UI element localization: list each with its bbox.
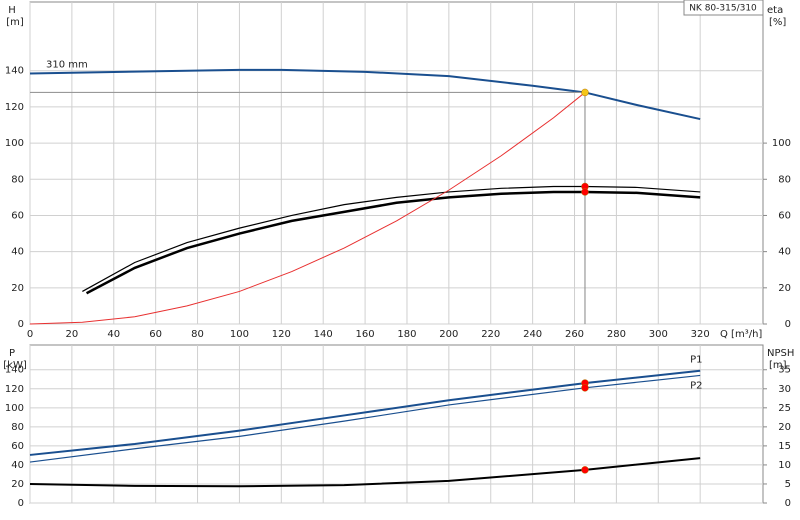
y2-tick-label: 100 xyxy=(772,138,791,149)
x-tick-label: 0 xyxy=(27,329,33,340)
y-axis-label: H xyxy=(8,5,16,16)
x-tick-label: 140 xyxy=(314,329,333,340)
x-tick-label: 20 xyxy=(66,329,79,340)
y2-tick-label: 25 xyxy=(778,403,791,414)
y-tick-label: 40 xyxy=(11,247,24,258)
y-tick-label: 100 xyxy=(5,403,24,414)
y2-tick-label: 80 xyxy=(778,174,791,185)
curve xyxy=(29,92,586,325)
y-tick-label: 120 xyxy=(5,384,24,395)
x-tick-label: 60 xyxy=(149,329,162,340)
y2-tick-label: 35 xyxy=(778,365,791,376)
y-tick-label: 20 xyxy=(11,479,24,490)
y-tick-label: 40 xyxy=(11,460,24,471)
x-tick-label: 300 xyxy=(649,329,668,340)
y-axis-unit: [kW] xyxy=(3,360,27,371)
x-tick-label: 260 xyxy=(565,329,584,340)
plot-area xyxy=(29,1,764,325)
y2-tick-label: 0 xyxy=(785,498,791,509)
curve-label: 310 mm xyxy=(46,59,88,70)
x-tick-label: 320 xyxy=(691,329,710,340)
y2-tick-label: 5 xyxy=(785,479,791,490)
y2-tick-label: 40 xyxy=(778,247,791,258)
x-tick-label: 100 xyxy=(230,329,249,340)
x-tick-label: 220 xyxy=(481,329,500,340)
y2-axis-label: eta xyxy=(767,5,783,16)
y2-tick-label: 20 xyxy=(778,422,791,433)
x-tick-label: 160 xyxy=(356,329,375,340)
x-tick-label: 280 xyxy=(607,329,626,340)
y2-tick-label: 10 xyxy=(778,460,791,471)
x-tick-label: 120 xyxy=(272,329,291,340)
y-tick-label: 120 xyxy=(5,102,24,113)
title-box xyxy=(683,0,764,16)
x-axis-label: Q [m³/h] xyxy=(720,329,762,340)
x-tick-label: 80 xyxy=(191,329,204,340)
y-tick-label: 20 xyxy=(11,283,24,294)
plot-area xyxy=(29,344,764,504)
x-tick-label: 240 xyxy=(523,329,542,340)
y-tick-label: 60 xyxy=(11,441,24,452)
y-tick-label: 0 xyxy=(18,319,24,330)
y2-tick-label: 30 xyxy=(778,384,791,395)
chart-title: NK 80-315/310 xyxy=(689,4,757,14)
y-tick-label: 140 xyxy=(5,365,24,376)
operating-point xyxy=(581,466,589,474)
y2-tick-label: 20 xyxy=(778,283,791,294)
x-tick-label: 180 xyxy=(397,329,416,340)
y-tick-label: 0 xyxy=(18,498,24,509)
curve-label: P2 xyxy=(690,380,702,391)
y2-tick-label: 0 xyxy=(785,319,791,330)
operating-point xyxy=(581,88,589,97)
y-tick-label: 60 xyxy=(11,210,24,221)
y-tick-label: 80 xyxy=(11,422,24,433)
curve xyxy=(29,68,701,121)
y2-tick-label: 15 xyxy=(778,441,791,452)
y-tick-label: 140 xyxy=(5,66,24,77)
y-axis-unit: [m] xyxy=(6,17,24,28)
x-tick-label: 40 xyxy=(107,329,120,340)
y-tick-label: 100 xyxy=(5,138,24,149)
y2-tick-label: 60 xyxy=(778,210,791,221)
curve-label: P1 xyxy=(690,355,702,366)
y2-axis-unit: [%] xyxy=(769,17,786,28)
y-axis-label: P xyxy=(9,348,15,359)
y-tick-label: 80 xyxy=(11,174,24,185)
x-tick-label: 200 xyxy=(439,329,458,340)
y2-axis-unit: [m] xyxy=(769,360,787,371)
operating-point xyxy=(581,188,589,196)
operating-point xyxy=(581,384,589,392)
y2-axis-label: NPSH xyxy=(767,348,794,359)
